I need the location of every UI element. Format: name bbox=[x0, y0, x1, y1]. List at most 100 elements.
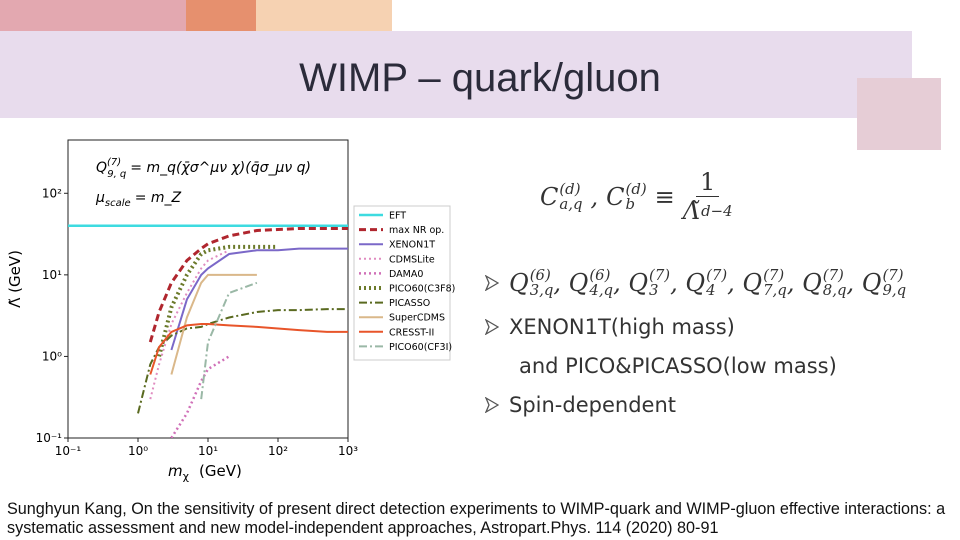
x-label-unit: (GeV) bbox=[199, 462, 242, 480]
deco-block bbox=[857, 78, 941, 150]
legend-label: max NR op. bbox=[389, 225, 444, 236]
legend-label: XENON1T bbox=[389, 240, 435, 251]
math-term: Q (7) 7,q bbox=[742, 268, 786, 298]
equiv: ≡ bbox=[654, 182, 675, 211]
bullet-item: Spin-dependent bbox=[485, 393, 676, 417]
subscript: 3 bbox=[649, 280, 659, 299]
x-tick-label: 10¹ bbox=[198, 444, 218, 458]
math-term: Λ̃ d−4 bbox=[683, 197, 733, 225]
term-base: Q bbox=[742, 268, 763, 297]
legend-label: SuperCDMS bbox=[389, 313, 445, 324]
series-line bbox=[149, 249, 230, 400]
superscript: (d) bbox=[559, 179, 581, 198]
legend-label: EFT bbox=[389, 211, 406, 222]
superscript: (7) bbox=[649, 266, 671, 284]
annotation: Q(7) 9, q = m_q(χ̄σ^μν χ)(q̄σ_μν q) bbox=[96, 157, 311, 180]
math-term: C (d) b bbox=[606, 179, 647, 213]
annotation-sub: scale bbox=[105, 198, 131, 209]
subscript: 4,q bbox=[589, 280, 614, 299]
term-base: C bbox=[606, 182, 625, 211]
math-term: Q (7) 8,q bbox=[802, 268, 846, 298]
x-tick-label: 10² bbox=[268, 444, 288, 458]
x-label-base: m bbox=[168, 462, 183, 480]
superscript: (7) bbox=[882, 266, 904, 284]
series-line bbox=[157, 244, 278, 357]
term-base: Q bbox=[802, 268, 822, 297]
citation: Sunghyun Kang, On the sensitivity of pre… bbox=[7, 500, 946, 537]
term-scripts: (7) 4 bbox=[706, 268, 727, 298]
term-scripts: (d) b bbox=[625, 179, 647, 213]
fraction: 1 Λ̃ d−4 bbox=[683, 168, 733, 225]
legend-box bbox=[353, 205, 451, 361]
term-base: C bbox=[540, 182, 559, 211]
term-base: Q bbox=[685, 268, 706, 297]
subscript: a,q bbox=[559, 194, 583, 213]
term-scripts: (6) 4,q bbox=[589, 268, 613, 298]
term-base: Q bbox=[568, 268, 589, 297]
math-term: Q (7) 4 bbox=[685, 268, 727, 298]
subscript: 7,q bbox=[763, 280, 787, 299]
bullet-arrow bbox=[485, 319, 499, 335]
series-line bbox=[170, 355, 230, 438]
x-tick-label: 10⁰ bbox=[128, 444, 148, 458]
y-tick-label: 10⁰ bbox=[42, 349, 62, 363]
separator: , bbox=[590, 182, 599, 211]
legend-label: CRESST-II bbox=[389, 327, 434, 338]
bullet-text: and PICO&PICASSO(low mass) bbox=[519, 354, 837, 378]
y-tick-label: 10¹ bbox=[42, 268, 62, 282]
term-scripts: (d) a,q bbox=[559, 179, 583, 213]
superscript: (7) bbox=[706, 266, 728, 284]
series-line bbox=[200, 281, 258, 400]
arrow-shape bbox=[485, 319, 499, 335]
term-scripts: (7) 8,q bbox=[823, 268, 847, 298]
plot-frame bbox=[67, 139, 349, 439]
arrow-shape bbox=[485, 397, 499, 413]
title-band bbox=[0, 31, 912, 118]
slide-title: WIMP – quark/gluon bbox=[299, 56, 661, 100]
bullet-item: and PICO&PICASSO(low mass) bbox=[519, 354, 837, 378]
superscript: d−4 bbox=[701, 201, 733, 220]
annotation-rhs: = m_Z bbox=[135, 190, 182, 206]
term-scripts: (6) 3,q bbox=[530, 268, 554, 298]
x-tick-label: 10⁻¹ bbox=[55, 444, 82, 458]
legend-label: CDMSLite bbox=[389, 254, 435, 265]
annotation-rhs: = m_q(χ̄σ^μν χ)(q̄σ_μν q) bbox=[130, 160, 311, 176]
bullet-text: Spin-dependent bbox=[509, 393, 676, 417]
series-line bbox=[149, 323, 348, 375]
term-base: Q bbox=[509, 268, 529, 297]
annotation-sup: (7) bbox=[107, 157, 121, 168]
series-group bbox=[68, 224, 348, 438]
bullet-arrow bbox=[485, 274, 499, 291]
annotation-base: Q bbox=[96, 160, 107, 176]
x-tick-label: 10³ bbox=[338, 444, 358, 458]
term-base: Q bbox=[861, 268, 882, 297]
subscript: 9,q bbox=[882, 280, 907, 299]
term-scripts: d−4 bbox=[701, 201, 733, 220]
math-term: Q (7) 3 bbox=[628, 268, 670, 298]
term-base: Λ̃ bbox=[682, 197, 701, 225]
legend-label: DAMA0 bbox=[389, 269, 423, 280]
subscript: b bbox=[625, 194, 636, 213]
subscript: 8,q bbox=[822, 280, 847, 299]
superscript: (6) bbox=[589, 266, 611, 284]
arrow-shape bbox=[485, 274, 499, 291]
superscript: (7) bbox=[763, 266, 785, 284]
term-scripts: (7) 7,q bbox=[763, 268, 787, 298]
legend-label: PICASSO bbox=[389, 298, 430, 309]
y-tick-label: 10² bbox=[42, 186, 62, 200]
math-term: Q (6) 3,q bbox=[509, 268, 553, 298]
term-base: Q bbox=[628, 268, 649, 297]
math-term: Q (6) 4,q bbox=[569, 268, 613, 298]
bullet-item: XENON1T(high mass) bbox=[485, 315, 735, 339]
annotation-base: μ bbox=[95, 190, 105, 206]
superscript: (6) bbox=[529, 266, 551, 284]
numerator: 1 bbox=[696, 168, 720, 197]
term-scripts: (7) 3 bbox=[649, 268, 670, 298]
superscript: (d) bbox=[625, 179, 647, 198]
formula: C (d) a,q, C (d) b ≡ 1 Λ̃ d−4 bbox=[540, 168, 733, 225]
y-tick-label: 10⁻¹ bbox=[36, 431, 63, 445]
annotation: μscale = m_Z bbox=[95, 190, 182, 209]
subscript: 4 bbox=[706, 280, 716, 299]
annotation-sub: 9, q bbox=[107, 169, 126, 180]
